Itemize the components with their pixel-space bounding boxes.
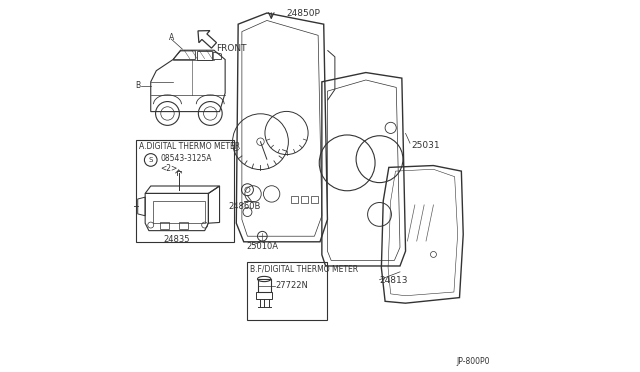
Text: A: A: [168, 33, 174, 42]
Bar: [136, 140, 234, 242]
Text: 24860B: 24860B: [229, 202, 261, 211]
Text: A.DIGITAL THERMO METER: A.DIGITAL THERMO METER: [139, 142, 240, 151]
Bar: [301, 196, 308, 203]
Text: B: B: [135, 81, 140, 90]
Text: 24835: 24835: [163, 235, 189, 244]
Bar: [248, 262, 328, 320]
Text: 24850P: 24850P: [286, 9, 320, 17]
Polygon shape: [198, 31, 216, 48]
Text: 08543-3125A: 08543-3125A: [160, 154, 212, 163]
Text: 24813: 24813: [380, 276, 408, 285]
Bar: [179, 222, 188, 229]
Bar: [152, 201, 205, 223]
Text: JP-800P0: JP-800P0: [457, 357, 490, 366]
Text: <2>: <2>: [160, 164, 177, 173]
Bar: [160, 222, 170, 229]
Text: 27722N: 27722N: [275, 281, 308, 290]
Text: S: S: [148, 157, 153, 163]
Text: FRONT: FRONT: [216, 44, 247, 53]
Text: 25010A: 25010A: [246, 242, 278, 251]
Text: B.F/DIGITAL THERMO METER: B.F/DIGITAL THERMO METER: [250, 264, 358, 273]
Bar: [312, 196, 318, 203]
Text: 25031: 25031: [411, 141, 440, 150]
Bar: [291, 196, 298, 203]
